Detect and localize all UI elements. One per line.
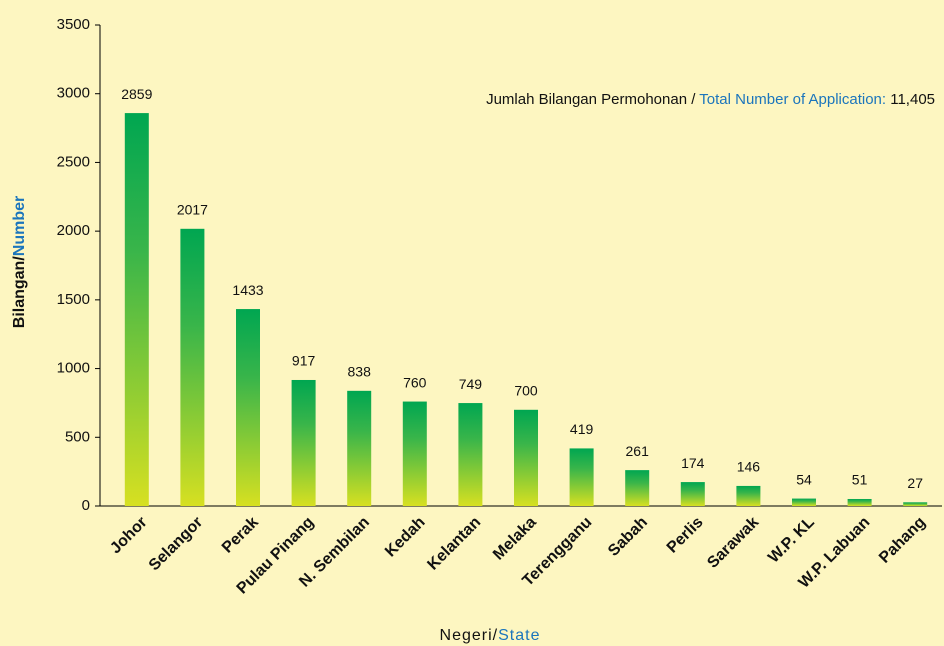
- bar: [180, 228, 205, 506]
- x-tick-label: Kedah: [382, 514, 429, 561]
- bar: [347, 390, 372, 506]
- value-label: 2859: [121, 86, 152, 102]
- x-label-text: Negeri/: [440, 627, 499, 644]
- bar: [736, 485, 761, 506]
- value-label: 749: [459, 376, 483, 392]
- value-label: 174: [681, 455, 705, 471]
- y-tick-label: 2000: [57, 222, 90, 239]
- bar: [625, 470, 650, 506]
- y-tick-label: 0: [82, 497, 90, 514]
- x-tick-label: Pahang: [876, 514, 929, 567]
- bar: [402, 401, 427, 506]
- bar: [569, 448, 594, 506]
- value-label: 146: [737, 459, 761, 475]
- y-tick-label: 1500: [57, 291, 90, 308]
- y-tick-label: 3000: [57, 85, 90, 102]
- annotation: Jumlah Bilangan Permohonan / Total Numbe…: [486, 91, 935, 108]
- x-tick-label: Sabah: [605, 514, 651, 560]
- annotation-text: Jumlah Bilangan Permohonan /: [486, 91, 696, 108]
- bar: [458, 403, 483, 506]
- y-label-text: Bilangan/: [11, 256, 28, 329]
- x-tick-label: Kelantan: [424, 514, 484, 574]
- x-tick-label: Johor: [107, 514, 150, 557]
- value-label: 700: [514, 383, 538, 399]
- value-label: 261: [626, 443, 650, 459]
- value-label: 2017: [177, 202, 208, 218]
- y-tick-label: 500: [65, 428, 90, 445]
- bar: [291, 379, 316, 506]
- bar: [124, 113, 149, 507]
- value-label: 54: [796, 471, 812, 487]
- x-tick-label: Selangor: [146, 514, 206, 574]
- value-label: 1433: [232, 282, 263, 298]
- value-label: 27: [907, 475, 923, 491]
- y-tick-label: 2500: [57, 153, 90, 170]
- x-label-highlight: State: [498, 627, 540, 644]
- y-tick-label: 1000: [57, 360, 90, 377]
- bar: [903, 502, 928, 506]
- annotation-total: 11,405: [890, 91, 935, 108]
- value-label: 419: [570, 421, 594, 437]
- x-tick-label: Perlis: [664, 514, 707, 557]
- x-tick-label: Perak: [219, 514, 262, 557]
- bar: [236, 309, 260, 506]
- y-axis-label: Bilangan/Number: [11, 196, 28, 328]
- value-label: 51: [852, 472, 868, 488]
- x-tick-label: Sarawak: [704, 514, 762, 572]
- bar: [680, 482, 705, 506]
- y-tick-label: 3500: [57, 16, 90, 33]
- value-label: 760: [403, 374, 427, 390]
- y-label-highlight: Number: [11, 196, 28, 256]
- value-label: 838: [348, 364, 372, 380]
- annotation-highlight: Total Number of Application:: [699, 91, 886, 108]
- bar: [514, 409, 538, 506]
- bar: [847, 498, 872, 506]
- x-axis-label: Negeri/State: [440, 627, 541, 644]
- x-tick-label: Melaka: [490, 514, 540, 564]
- bar: [792, 498, 816, 506]
- x-tick-label: W.P. KL: [765, 514, 818, 567]
- value-label: 917: [292, 353, 316, 369]
